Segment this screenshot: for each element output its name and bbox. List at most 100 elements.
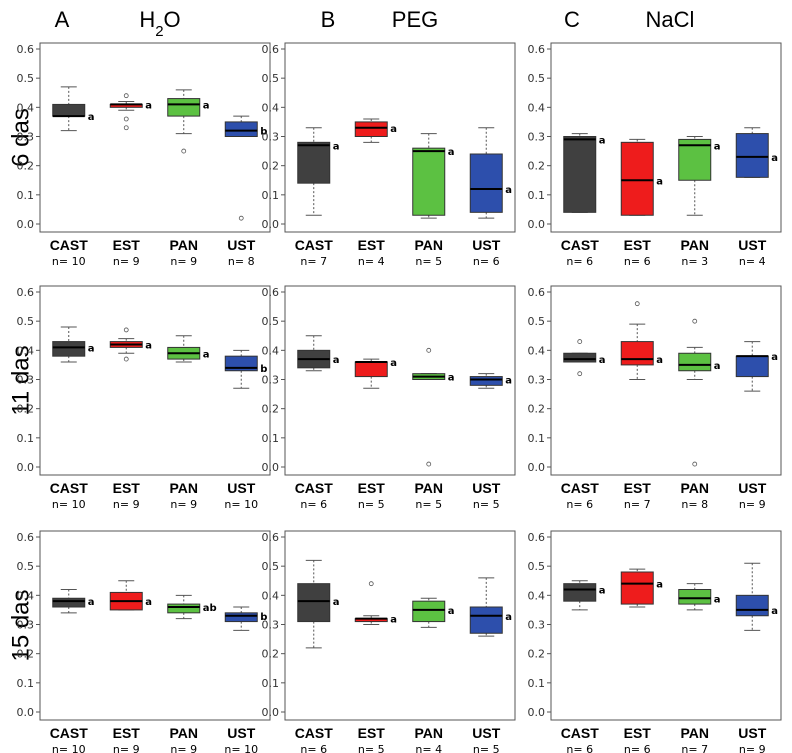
category-label: PAN [414,480,443,496]
significance-letter: a [448,147,455,158]
sample-size-label: n= 7 [300,255,327,268]
sample-size-label: n= 9 [739,743,766,753]
outlier-point [634,301,640,307]
significance-letter: a [88,343,95,354]
y-tick-label: 0.6 [17,531,35,544]
sample-size-label: n= 6 [624,743,651,753]
box-body [620,341,654,366]
y-tick-label: 0.0 [528,461,546,474]
sample-size-label: n= 9 [113,498,140,511]
sample-size-label: n= 9 [113,743,140,753]
box-body [297,141,331,184]
panel-3-2: 0.0 0.1 0.2 0.3 0.4 0.5 0.6 a CAST n= 6 a EST n= 5 a P… [262,530,516,753]
box-pan: a PAN n= 9 [167,335,210,511]
sample-size-label: n= 3 [681,255,708,268]
y-tick-label: 0.0 [17,461,35,474]
y-tick-label: 0.5 [528,72,546,85]
box-est: a EST n= 5 [354,581,397,753]
y-tick-label: 0.4 [528,589,546,602]
category-label: PAN [169,725,198,741]
significance-letter: a [656,176,663,187]
outlier-point [123,116,129,122]
box-body [620,141,654,216]
sample-size-label: n= 6 [300,743,327,753]
significance-letter: a [145,341,152,352]
box-body [52,341,86,357]
significance-letter: a [505,376,512,387]
box-ust: a UST n= 6 [469,127,512,268]
category-label: EST [624,480,652,496]
significance-letter: a [390,358,397,369]
column-letter: A [55,7,70,32]
box-est: a EST n= 7 [620,301,663,511]
box-body [224,612,258,623]
y-tick-label: 0.2 [262,160,280,173]
panel-2-3: 0.0 0.1 0.2 0.3 0.4 0.5 0.6 a CAST n= 6 a EST n= 7 a P… [528,285,782,511]
box-body [735,594,769,617]
y-tick-label: 0.2 [17,403,35,416]
y-tick-label: 0.1 [262,189,280,202]
box-pan: a PAN n= 7 [678,583,721,753]
outlier-point [577,339,583,344]
box-body [678,352,712,372]
sample-size-label: n= 6 [473,255,500,268]
sample-size-label: n= 6 [566,498,593,511]
box-body [52,103,86,117]
row-label: 6 das [7,108,34,167]
panel-frame [39,42,271,233]
y-tick-label: 0.3 [17,131,35,144]
box-ust: a UST n= 9 [735,562,778,753]
box-pan: a PAN n= 5 [412,133,455,268]
significance-letter: a [771,606,778,617]
category-label: EST [113,237,141,253]
box-body [354,361,388,378]
y-tick-label: 0.1 [17,677,35,690]
y-tick-label: 0.4 [262,589,280,602]
y-tick-label: 0.1 [17,189,35,202]
y-tick-label: 0.6 [528,286,546,299]
sample-size-label: n= 7 [624,498,651,511]
panel-1-3: 0.0 0.1 0.2 0.3 0.4 0.5 0.6 a CAST n= 6 a EST n= 6 a P… [528,42,782,268]
box-body [354,121,388,137]
sample-size-label: n= 8 [228,255,255,268]
box-pan: a PAN n= 8 [678,318,721,511]
box-body [563,583,597,602]
y-tick-label: 0.4 [17,101,35,114]
outlier-point [426,347,432,353]
y-tick-label: 0.5 [262,315,280,328]
panel-3-3: 0.0 0.1 0.2 0.3 0.4 0.5 0.6 a CAST n= 6 a EST n= 6 a P… [528,530,782,753]
box-cast: a CAST n= 10 [50,326,95,511]
panel-frame [284,285,516,476]
y-tick-label: 0.3 [262,131,280,144]
column-title: H2O [139,7,180,40]
outlier-point [181,148,187,154]
box-est: a EST n= 6 [620,568,663,753]
panel-frame [284,42,516,233]
y-tick-label: 0.6 [17,43,35,56]
sample-size-label: n= 10 [52,498,86,511]
sample-size-label: n= 10 [224,498,258,511]
category-label: UST [738,237,766,253]
row-label: 11 das [7,345,34,415]
y-tick-label: 0.1 [528,432,546,445]
category-label: PAN [169,480,198,496]
significance-letter: a [771,153,778,164]
panel-frame [39,285,271,476]
y-tick-label: 0.6 [528,531,546,544]
category-label: PAN [414,237,443,253]
sample-size-label: n= 6 [566,743,593,753]
box-body [297,583,331,623]
y-tick-label: 0.4 [262,344,280,357]
panel-frame [550,42,782,233]
box-ust: b UST n= 10 [224,349,267,511]
category-label: CAST [295,725,334,741]
sample-size-label: n= 5 [415,498,442,511]
y-tick-label: 0.5 [262,560,280,573]
sample-size-label: n= 6 [566,255,593,268]
y-tick-label: 0.1 [528,189,546,202]
category-label: CAST [295,237,334,253]
significance-letter: a [390,615,397,626]
y-tick-label: 0.1 [262,677,280,690]
category-label: PAN [680,725,709,741]
